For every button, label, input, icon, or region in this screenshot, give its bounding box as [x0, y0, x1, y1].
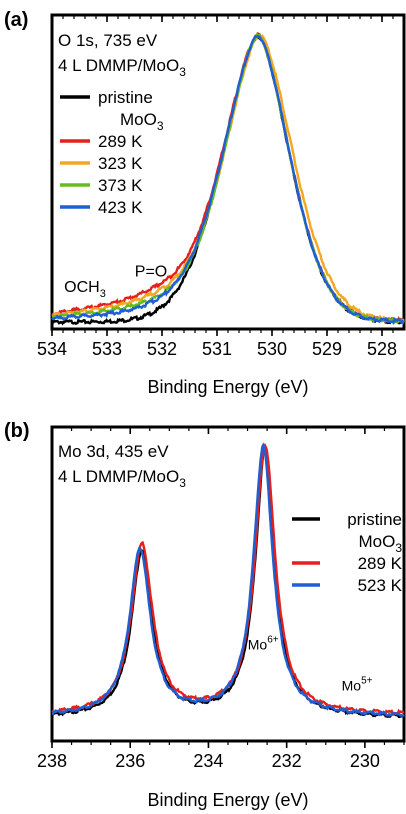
panel-b-title: Mo 3d, 435 eV: [58, 442, 169, 461]
x-tick-label: 528: [367, 339, 397, 359]
annotation-label: OCH3: [64, 279, 106, 300]
legend-label: 373 K: [98, 176, 143, 195]
x-tick-label: 534: [37, 339, 67, 359]
legend-label-line2: MoO3: [120, 110, 164, 133]
panel-a-annotations: OCH3 P=O: [64, 263, 167, 300]
panel-b-subtitle: 4 L DMMP/MoO3: [58, 467, 186, 490]
x-tick-label: 532: [147, 339, 177, 359]
x-tick-label: 530: [257, 339, 287, 359]
panel-b-annotations: Mo6+ Mo5+: [248, 634, 373, 693]
panel-a-subtitle: 4 L DMMP/MoO3: [58, 56, 186, 79]
legend-label: 323 K: [98, 154, 143, 173]
panel-b-x-axis: 238 236 234 232 230: [37, 427, 405, 771]
annotation-label: Mo6+: [248, 634, 279, 652]
x-tick-label: 238: [37, 751, 67, 771]
panel-a-xlabel: Binding Energy (eV): [147, 377, 308, 397]
legend-label: 423 K: [98, 198, 143, 217]
x-tick-label: 234: [193, 751, 223, 771]
legend-label: 289 K: [98, 132, 143, 151]
legend-label: pristine: [98, 88, 153, 107]
annotation-label: P=O: [135, 263, 167, 280]
x-tick-label: 230: [350, 751, 380, 771]
panel-a-plot: [50, 31, 405, 326]
legend-label: pristine: [347, 510, 402, 529]
series-line-423-k: [51, 34, 405, 325]
legend-label-line2: MoO3: [358, 532, 402, 555]
series-line-523-k: [51, 442, 405, 718]
x-tick-label: 533: [92, 339, 122, 359]
legend-label: 523 K: [358, 576, 403, 595]
panel-a-x-axis: 534 533 532 531 530 529 528: [37, 15, 397, 359]
x-tick-label: 531: [202, 339, 232, 359]
x-tick-label: 529: [312, 339, 342, 359]
x-tick-label: 232: [272, 751, 302, 771]
panel-b-plot: [50, 442, 405, 719]
x-tick-label: 236: [115, 751, 145, 771]
annotation-label: Mo5+: [342, 675, 373, 693]
panel-a-label: (a): [4, 9, 28, 31]
legend-label: 289 K: [358, 554, 403, 573]
panel-b-xlabel: Binding Energy (eV): [147, 790, 308, 810]
panel-b-label: (b): [4, 420, 30, 442]
panel-a-title: O 1s, 735 eV: [58, 31, 158, 50]
